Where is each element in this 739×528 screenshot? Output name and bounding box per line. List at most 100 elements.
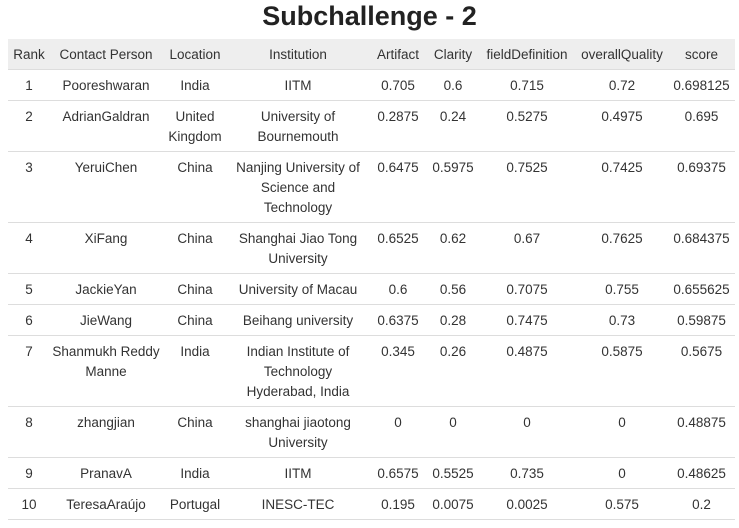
cell-location: India (162, 69, 228, 101)
cell-clarity: 0 (428, 406, 478, 458)
cell-institution: Indian Institute of Technology Hyderabad… (228, 335, 368, 407)
cell-score: 0.48625 (668, 457, 735, 489)
cell-clarity: 0.28 (428, 304, 478, 336)
cell-clarity: 0.6 (428, 69, 478, 101)
cell-location: India (162, 457, 228, 489)
header-overall-quality: overallQuality (576, 39, 668, 70)
cell-contact-person: zhangjian (50, 406, 162, 458)
cell-institution: IITM (228, 69, 368, 101)
page-title: Subchallenge - 2 (262, 1, 477, 31)
cell-rank: 9 (8, 457, 50, 489)
cell-field-definition: 0 (478, 406, 576, 458)
cell-field-definition: 0.7075 (478, 273, 576, 305)
cell-overall-quality: 0.72 (576, 69, 668, 101)
cell-artifact: 0.705 (368, 69, 428, 101)
cell-artifact: 0.345 (368, 335, 428, 407)
table-row: 7 Shanmukh Reddy Manne India Indian Inst… (8, 335, 735, 407)
cell-institution: University of Macau (228, 273, 368, 305)
cell-overall-quality: 0.7625 (576, 222, 668, 274)
cell-institution: INESC-TEC (228, 488, 368, 520)
cell-institution: shanghai jiaotong University (228, 406, 368, 458)
cell-overall-quality: 0.5875 (576, 335, 668, 407)
cell-institution: Shanghai Jiao Tong University (228, 222, 368, 274)
cell-overall-quality: 0.4975 (576, 100, 668, 152)
cell-artifact: 0.6 (368, 273, 428, 305)
cell-rank: 7 (8, 335, 50, 407)
cell-contact-person: XiFang (50, 222, 162, 274)
cell-artifact: 0.195 (368, 488, 428, 520)
cell-rank: 5 (8, 273, 50, 305)
cell-score: 0.655625 (668, 273, 735, 305)
cell-clarity: 0.62 (428, 222, 478, 274)
cell-rank: 2 (8, 100, 50, 152)
cell-artifact: 0.6525 (368, 222, 428, 274)
cell-contact-person: YeruiChen (50, 151, 162, 223)
cell-overall-quality: 0 (576, 457, 668, 489)
cell-institution: Nanjing University of Science and Techno… (228, 151, 368, 223)
cell-clarity: 0.56 (428, 273, 478, 305)
cell-field-definition: 0.7475 (478, 304, 576, 336)
table-row: 3 YeruiChen China Nanjing University of … (8, 151, 735, 223)
cell-rank: 6 (8, 304, 50, 336)
results-table: Rank Contact Person Location Institution… (8, 39, 735, 520)
cell-contact-person: AdrianGaldran (50, 100, 162, 152)
cell-artifact: 0 (368, 406, 428, 458)
cell-field-definition: 0.7525 (478, 151, 576, 223)
cell-clarity: 0.24 (428, 100, 478, 152)
cell-clarity: 0.26 (428, 335, 478, 407)
cell-artifact: 0.6475 (368, 151, 428, 223)
cell-location: Portugal (162, 488, 228, 520)
cell-field-definition: 0.0025 (478, 488, 576, 520)
table-row: 1 Pooreshwaran India IITM 0.705 0.6 0.71… (8, 69, 735, 101)
cell-score: 0.69375 (668, 151, 735, 223)
cell-field-definition: 0.67 (478, 222, 576, 274)
table-body: 1 Pooreshwaran India IITM 0.705 0.6 0.71… (8, 69, 735, 520)
cell-artifact: 0.6575 (368, 457, 428, 489)
header-institution: Institution (228, 39, 368, 70)
cell-rank: 8 (8, 406, 50, 458)
cell-contact-person: JieWang (50, 304, 162, 336)
cell-location: India (162, 335, 228, 407)
cell-field-definition: 0.5275 (478, 100, 576, 152)
table-row: 9 PranavA India IITM 0.6575 0.5525 0.735… (8, 457, 735, 489)
cell-score: 0.684375 (668, 222, 735, 274)
cell-contact-person: TeresaAraújo (50, 488, 162, 520)
cell-contact-person: Pooreshwaran (50, 69, 162, 101)
cell-field-definition: 0.4875 (478, 335, 576, 407)
table-row: 10 TeresaAraújo Portugal INESC-TEC 0.195… (8, 488, 735, 520)
header-field-definition: fieldDefinition (478, 39, 576, 70)
cell-location: China (162, 406, 228, 458)
cell-location: China (162, 304, 228, 336)
cell-location: United Kingdom (162, 100, 228, 152)
cell-score: 0.695 (668, 100, 735, 152)
cell-overall-quality: 0.755 (576, 273, 668, 305)
cell-score: 0.48875 (668, 406, 735, 458)
cell-institution: Beihang university (228, 304, 368, 336)
cell-score: 0.59875 (668, 304, 735, 336)
table-row: 5 JackieYan China University of Macau 0.… (8, 273, 735, 305)
cell-overall-quality: 0.7425 (576, 151, 668, 223)
cell-overall-quality: 0 (576, 406, 668, 458)
cell-contact-person: JackieYan (50, 273, 162, 305)
table-row: 4 XiFang China Shanghai Jiao Tong Univer… (8, 222, 735, 274)
cell-location: China (162, 273, 228, 305)
header-contact-person: Contact Person (50, 39, 162, 70)
cell-clarity: 0.5975 (428, 151, 478, 223)
table-row: 2 AdrianGaldran United Kingdom Universit… (8, 100, 735, 152)
cell-artifact: 0.6375 (368, 304, 428, 336)
cell-location: China (162, 151, 228, 223)
header-rank: Rank (8, 39, 50, 70)
header-location: Location (162, 39, 228, 70)
cell-score: 0.698125 (668, 69, 735, 101)
cell-institution: IITM (228, 457, 368, 489)
cell-score: 0.2 (668, 488, 735, 520)
cell-rank: 4 (8, 222, 50, 274)
cell-rank: 1 (8, 69, 50, 101)
cell-rank: 10 (8, 488, 50, 520)
table-header-row: Rank Contact Person Location Institution… (8, 39, 735, 70)
header-clarity: Clarity (428, 39, 478, 70)
cell-clarity: 0.5525 (428, 457, 478, 489)
cell-overall-quality: 0.73 (576, 304, 668, 336)
cell-institution: University of Bournemouth (228, 100, 368, 152)
